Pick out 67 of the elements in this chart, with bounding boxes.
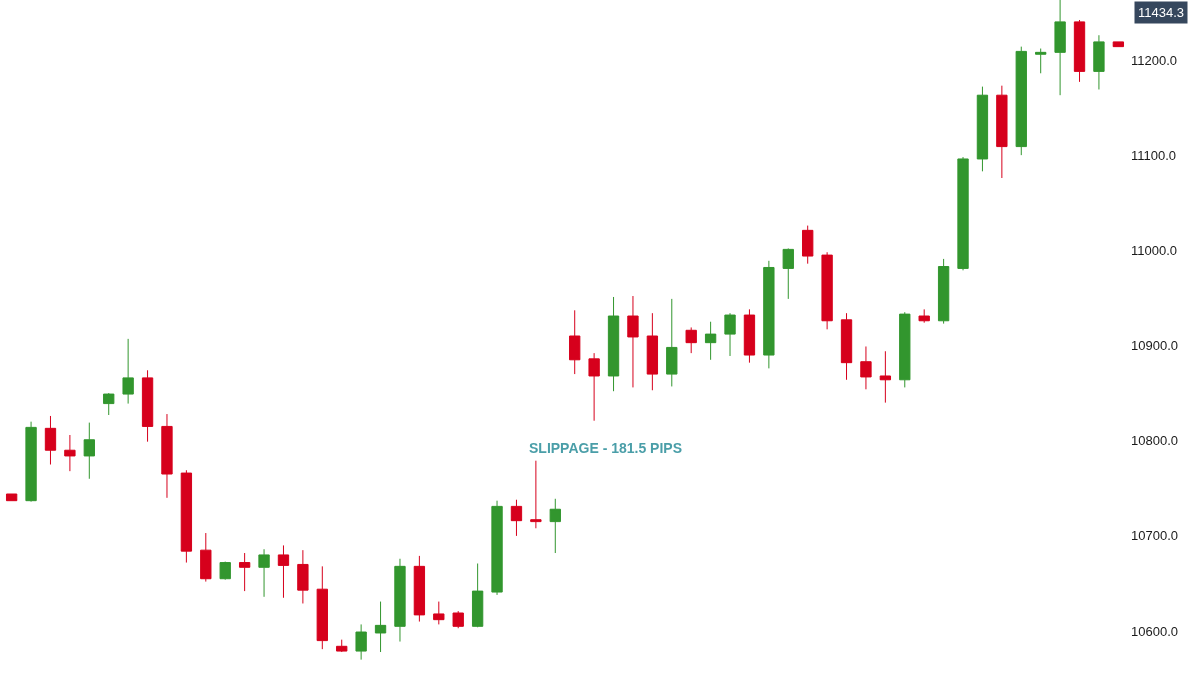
candlestick [937,258,950,325]
y-tick-label: 10700.0 [1131,528,1178,544]
candlestick [530,460,542,529]
text: 11434.3 [1138,5,1185,20]
candlestick [957,156,969,271]
candlestick [627,295,639,388]
candlestick [277,544,290,599]
y-tick-label: 11100.0 [1131,147,1177,163]
candlestick [238,552,251,592]
candlestick [141,369,154,443]
y-tick-label: 10900.0 [1131,338,1178,354]
candlestick [704,321,717,361]
candlestick [763,260,775,369]
candlestick [840,312,853,381]
y-tick-label: 11200.0 [1131,52,1178,68]
annotation: SLIPPAGE - 181.5 PIPS [529,440,683,456]
candlestick [200,532,212,583]
candlestick [607,296,620,392]
candlestick [316,565,328,650]
candlestick [1015,46,1027,156]
y-tick-label: 10800.0 [1131,433,1178,449]
candlestick [510,499,523,537]
candlestick [802,225,814,265]
candlestick [433,601,445,625]
candlestick [25,421,37,503]
candlestick [122,338,134,405]
candlestick [103,392,115,416]
candlestick [355,623,367,661]
candlestick [374,601,387,653]
candlestick [180,469,193,564]
candlestick [646,312,659,391]
candlestick [685,326,697,354]
candlestick [976,86,989,172]
candlestick [782,247,794,300]
candlestick [161,413,173,499]
candlestick [569,309,581,375]
candlestick [821,251,833,330]
candlestick [413,555,426,623]
candlestick [1093,34,1105,90]
candlestick [879,350,892,404]
candlestick [44,415,57,466]
candlestick [5,493,18,502]
candlestick [336,639,348,653]
candlestick [297,549,309,604]
candlestick [491,500,503,596]
candlestick [83,422,95,480]
candlestick [743,308,756,364]
candlestick [899,311,911,388]
candlestick [1073,19,1086,83]
candlestick [588,352,600,422]
candlestick [258,548,270,598]
candlestick [394,558,406,643]
candlestick [666,298,678,387]
candlestick [1035,48,1047,74]
candlestick [64,434,76,472]
candlestick [918,308,930,324]
candlestick [452,610,464,629]
candlestick [1054,0,1066,96]
candlestick [471,563,484,628]
candlestick [724,312,736,357]
y-tick-label: 10600.0 [1131,623,1178,639]
candlestick [549,498,561,554]
candlestick [996,85,1008,179]
candlestick [219,561,231,581]
candlestick [860,345,872,390]
candlestick [1112,41,1125,48]
y-tick-label: 11000.0 [1131,242,1178,258]
